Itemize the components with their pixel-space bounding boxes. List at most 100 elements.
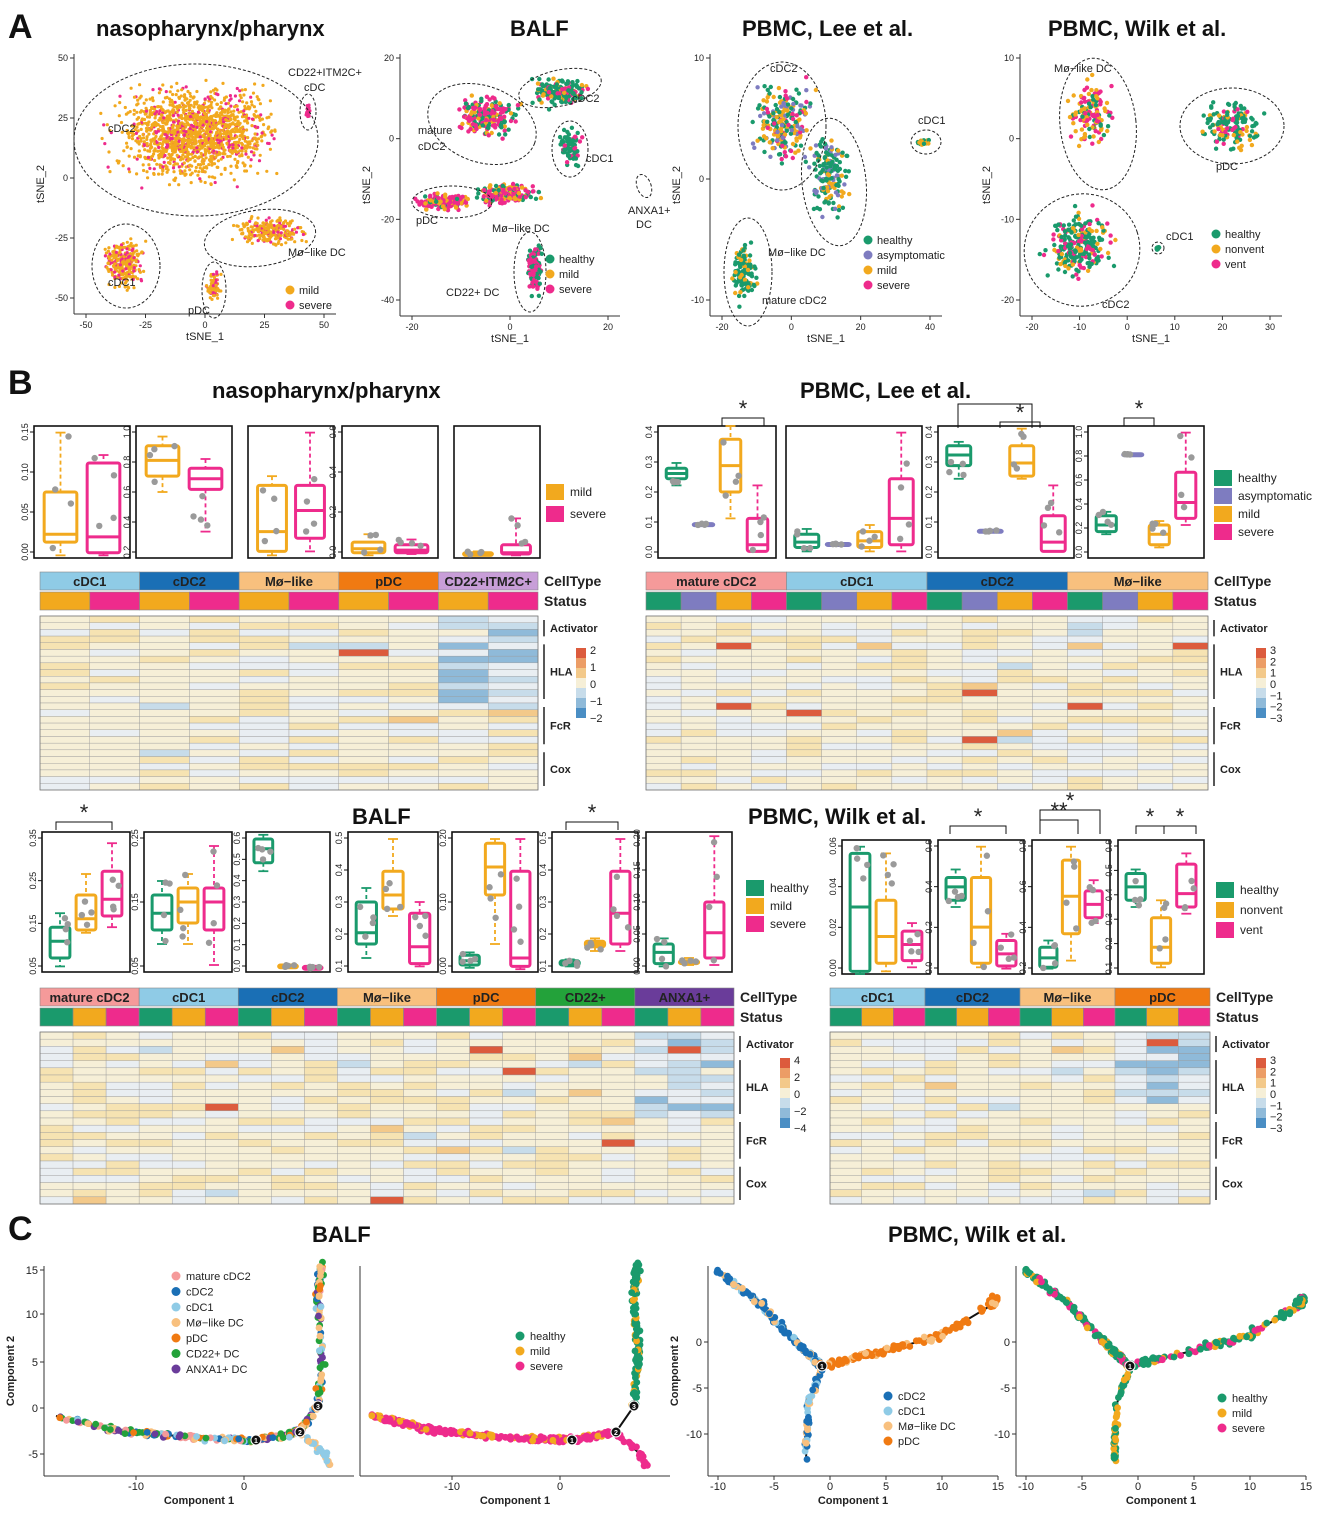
heatmap-cell bbox=[89, 629, 140, 637]
heatmap-cell bbox=[288, 756, 339, 764]
tsne-cell-point bbox=[150, 96, 155, 100]
heatmap-cell bbox=[438, 696, 489, 704]
tsne-cell-point bbox=[107, 150, 111, 154]
tsne-cell-point bbox=[540, 82, 545, 87]
heatmap-cell bbox=[189, 756, 240, 764]
tsne-cell-point bbox=[1067, 250, 1073, 256]
tsne-cell-point bbox=[196, 163, 200, 167]
tsne-cell-point bbox=[1089, 228, 1095, 234]
tsne-cell-point bbox=[235, 135, 239, 139]
tsne-cell-point bbox=[459, 125, 464, 131]
tsne-cell-point bbox=[177, 139, 181, 143]
tsne-cell-point bbox=[465, 116, 470, 121]
cluster-label: ANXA1+ bbox=[628, 205, 671, 217]
tsne-cell-point bbox=[205, 124, 209, 128]
tsne-cell-point bbox=[210, 126, 214, 131]
tsne-cell-point bbox=[257, 159, 262, 163]
tsne-cell-point bbox=[250, 225, 254, 229]
heatmap-cell bbox=[89, 662, 140, 670]
tsne-cell-point bbox=[1037, 251, 1042, 257]
tsne-cell-point bbox=[229, 171, 233, 175]
tsne-cell-point bbox=[839, 194, 844, 199]
heatmap-cell bbox=[488, 682, 539, 690]
data-point bbox=[96, 522, 103, 530]
tsne-cell-point bbox=[789, 106, 794, 111]
tsne-cell-point bbox=[119, 243, 124, 247]
tsne-cell-point bbox=[159, 105, 163, 109]
tsne-cell-point bbox=[496, 132, 502, 137]
tsne-cell-point bbox=[777, 94, 783, 100]
tsne-cell-point bbox=[226, 154, 230, 159]
celltype-annotation-label: pDC bbox=[375, 574, 402, 589]
tsne-cell-point bbox=[1077, 259, 1083, 264]
heatmap-cell bbox=[388, 629, 439, 637]
tsne-cell-point bbox=[213, 176, 217, 180]
cluster-label: Mø−like DC bbox=[768, 247, 826, 259]
tsne-cell-point bbox=[128, 170, 132, 174]
tsne-cell-point bbox=[1072, 203, 1078, 209]
heatmap-cell bbox=[89, 763, 140, 771]
tsne-cell-point bbox=[170, 147, 174, 151]
tsne-cell-point bbox=[211, 278, 215, 283]
tsne-cell-point bbox=[808, 101, 813, 106]
tsne-cell-point bbox=[782, 132, 788, 137]
data-point bbox=[478, 548, 485, 556]
tsne-cell-point bbox=[1087, 134, 1092, 140]
tsne-cell-point bbox=[493, 183, 499, 189]
heatmap-cell bbox=[388, 716, 439, 724]
tsne-cell-point bbox=[210, 136, 214, 140]
tsne-cell-point bbox=[249, 158, 253, 162]
heatmap-cell bbox=[139, 749, 190, 757]
tsne-cell-point bbox=[176, 136, 180, 140]
tsne-cell-point bbox=[130, 124, 134, 128]
tsne-cell-point bbox=[1070, 226, 1076, 231]
y-tick-label: 0.8 bbox=[122, 456, 132, 469]
heatmap-cell bbox=[189, 702, 240, 710]
tsne-cell-point bbox=[1056, 248, 1061, 254]
tsne-cell-point bbox=[415, 199, 420, 204]
tsne-cell-point bbox=[839, 173, 844, 178]
heatmap-cell bbox=[488, 709, 539, 717]
tsne-cell-point bbox=[117, 284, 121, 288]
tsne-cell-point bbox=[557, 134, 563, 140]
tsne-cell-point bbox=[238, 121, 242, 125]
tsne-cell-point bbox=[1220, 120, 1226, 125]
tsne-cell-point bbox=[134, 243, 138, 247]
tsne-cell-point bbox=[206, 289, 210, 293]
heatmap-cell bbox=[388, 709, 439, 717]
tsne-cell-point bbox=[140, 117, 144, 121]
cluster-label: cDC1 bbox=[1166, 231, 1194, 243]
tsne-cell-point bbox=[279, 233, 283, 237]
data-point bbox=[866, 537, 873, 544]
legend-label-mild: mild bbox=[570, 485, 592, 499]
tsne-cell-point bbox=[155, 162, 159, 166]
tsne-cell-point bbox=[191, 146, 195, 150]
tsne-cell-point bbox=[145, 141, 149, 146]
tsne-cell-point bbox=[749, 271, 754, 276]
tsne-cell-point bbox=[1090, 141, 1095, 146]
cluster-label: pDC bbox=[416, 215, 438, 227]
tsne-cell-point bbox=[196, 173, 200, 177]
tsne-cell-point bbox=[519, 185, 525, 190]
tsne-cell-point bbox=[164, 122, 168, 126]
tsne-cell-point bbox=[503, 191, 508, 196]
tsne-cell-point bbox=[1059, 234, 1064, 240]
tsne-cell-point bbox=[487, 185, 492, 190]
tsne-cell-point bbox=[182, 122, 186, 126]
heatmap-cell bbox=[438, 682, 489, 690]
data-point bbox=[197, 516, 205, 523]
tsne-cell-point bbox=[192, 138, 196, 143]
tsne-cell-point bbox=[569, 125, 575, 130]
heatmap-cell bbox=[488, 669, 539, 677]
status-annotation-cell bbox=[388, 591, 439, 611]
legend-marker-severe bbox=[545, 284, 555, 294]
tsne-cell-point bbox=[1113, 237, 1118, 243]
tsne-cell-point bbox=[1214, 139, 1220, 144]
tsne-cell-point bbox=[247, 106, 251, 110]
tsne-cell-point bbox=[1065, 98, 1071, 104]
tsne-cell-point bbox=[161, 140, 165, 144]
heatmap-cell bbox=[189, 736, 240, 744]
heatmap-cell bbox=[189, 669, 240, 677]
tsne-cell-point bbox=[530, 284, 536, 289]
heatmap-cell bbox=[89, 716, 140, 724]
